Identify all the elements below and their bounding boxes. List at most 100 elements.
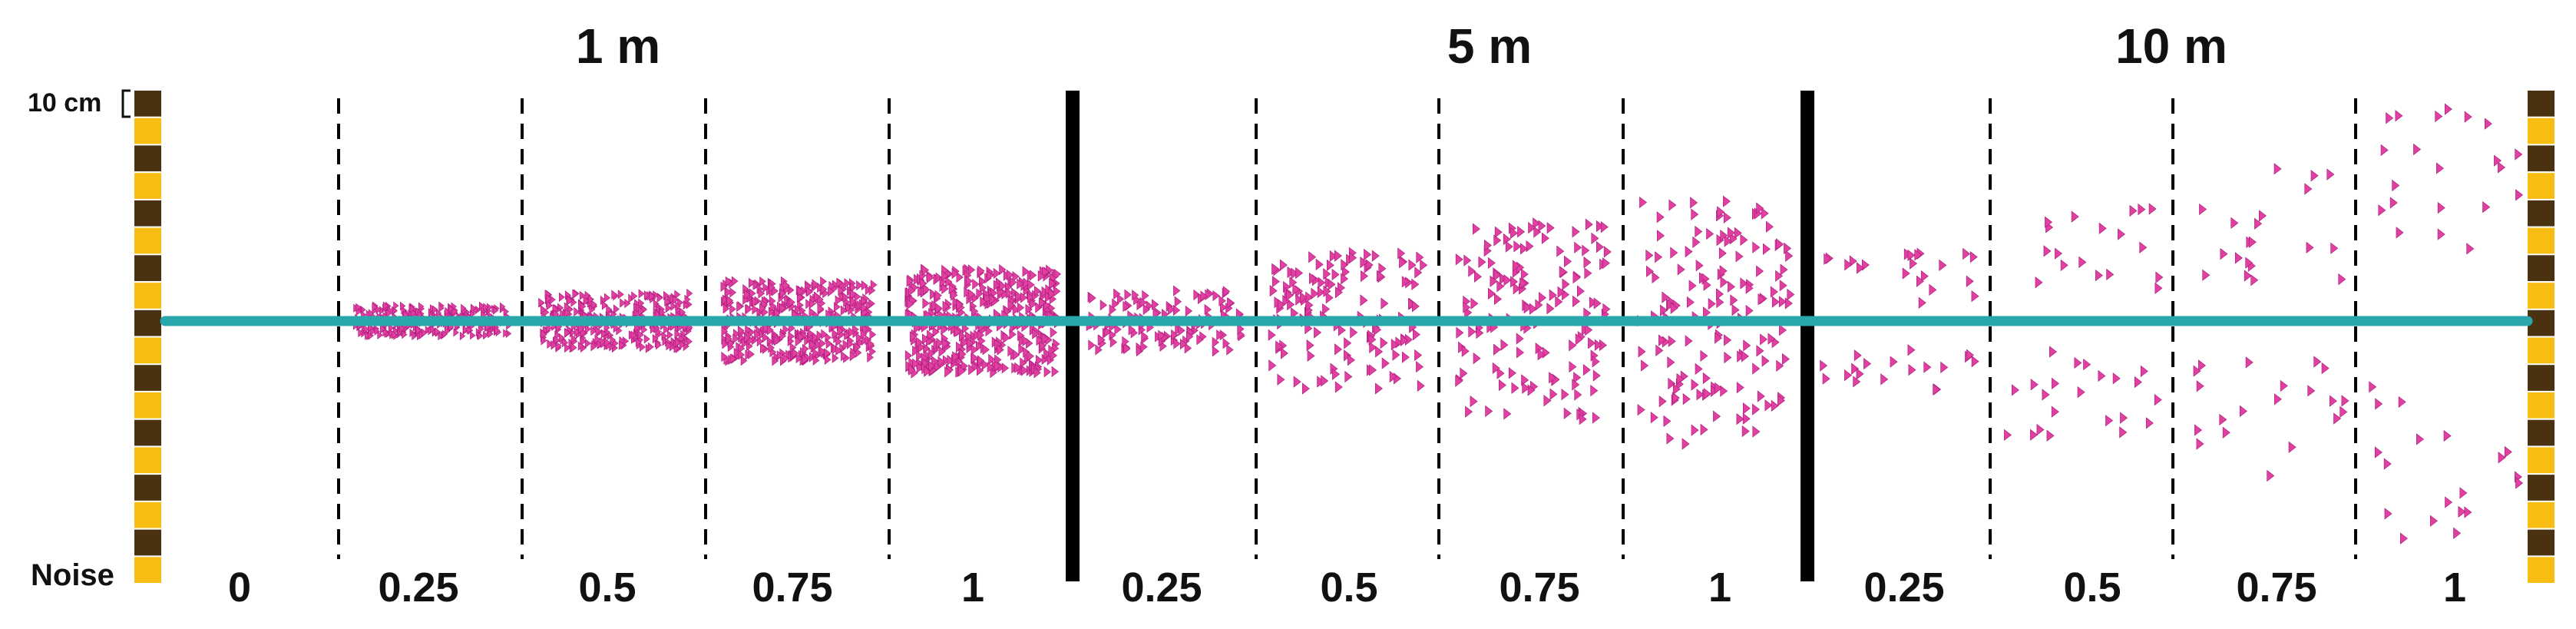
marker — [968, 364, 976, 376]
marker — [1003, 332, 1010, 343]
marker — [1032, 328, 1040, 339]
marker — [1025, 303, 1033, 315]
marker — [1043, 366, 1051, 378]
marker — [1594, 339, 1602, 351]
marker — [415, 326, 422, 335]
marker — [731, 276, 739, 286]
scale-bar-bracket — [121, 89, 131, 118]
marker — [1505, 240, 1513, 253]
marker — [1414, 266, 1423, 279]
marker — [1771, 399, 1779, 412]
marker — [1494, 293, 1502, 306]
marker — [1731, 304, 1740, 316]
marker — [1966, 349, 1974, 361]
marker — [958, 366, 966, 377]
marker — [2071, 210, 2079, 223]
marker — [1196, 334, 1204, 346]
marker — [1971, 290, 1979, 303]
noise-label-11: 0.5 — [2063, 564, 2121, 611]
marker — [732, 333, 739, 344]
marker — [921, 264, 930, 276]
marker — [971, 306, 979, 317]
marker — [1109, 303, 1116, 316]
marker — [1109, 336, 1118, 348]
marker — [1963, 247, 1971, 260]
marker — [1116, 293, 1125, 305]
marker — [987, 270, 994, 282]
marker — [2105, 415, 2114, 427]
marker — [1124, 289, 1132, 300]
marker — [1280, 347, 1288, 359]
marker — [923, 284, 931, 296]
marker — [1301, 382, 1310, 395]
marker — [541, 329, 547, 339]
marker — [1784, 242, 1792, 254]
marker — [1114, 323, 1122, 335]
marker — [1314, 326, 1322, 339]
marker — [1546, 222, 1555, 234]
marker — [1742, 412, 1751, 425]
marker — [1318, 276, 1326, 289]
marker — [1763, 243, 1771, 255]
marker — [1503, 233, 1511, 246]
marker — [922, 333, 930, 345]
marker — [2046, 429, 2055, 442]
marker — [1682, 392, 1691, 406]
marker — [1778, 296, 1787, 308]
marker — [1715, 332, 1723, 344]
marker — [1702, 372, 1711, 385]
marker — [1376, 270, 1384, 282]
marker — [393, 301, 399, 310]
marker — [809, 299, 816, 310]
marker — [1564, 255, 1572, 267]
marker — [841, 351, 848, 362]
marker — [977, 265, 985, 276]
marker — [1200, 290, 1208, 302]
ruler-block — [134, 310, 161, 336]
marker — [1308, 251, 1317, 263]
marker — [1695, 363, 1703, 375]
marker — [1095, 344, 1103, 356]
marker — [1579, 413, 1587, 425]
marker — [1400, 334, 1408, 346]
marker — [1307, 349, 1315, 362]
marker — [1561, 389, 1569, 401]
marker — [1533, 226, 1542, 238]
marker — [1851, 363, 1860, 375]
marker — [365, 331, 371, 340]
marker — [1341, 259, 1349, 271]
marker — [1007, 300, 1015, 311]
marker — [726, 333, 732, 344]
marker — [941, 323, 948, 336]
marker — [760, 343, 767, 354]
marker — [610, 335, 617, 345]
marker — [1295, 293, 1304, 306]
marker — [776, 350, 784, 361]
marker — [1785, 250, 1794, 262]
marker — [1585, 323, 1593, 336]
marker — [1857, 262, 1864, 274]
marker — [1600, 220, 1609, 233]
marker — [1053, 268, 1062, 280]
marker — [590, 300, 597, 310]
marker — [1513, 240, 1522, 253]
marker — [2386, 112, 2394, 124]
marker — [802, 354, 809, 365]
marker — [769, 296, 776, 306]
marker — [1285, 289, 1294, 302]
marker — [2074, 356, 2082, 369]
marker — [1141, 330, 1149, 343]
marker — [470, 331, 476, 340]
marker — [372, 303, 378, 312]
marker — [1737, 350, 1745, 363]
marker — [590, 342, 597, 352]
marker — [1033, 367, 1041, 379]
ruler-block — [2528, 419, 2555, 446]
marker — [438, 303, 445, 313]
marker — [924, 366, 931, 377]
marker — [1473, 223, 1480, 235]
marker — [1724, 235, 1732, 247]
marker — [772, 286, 779, 296]
marker — [788, 331, 795, 342]
marker — [1455, 253, 1463, 266]
